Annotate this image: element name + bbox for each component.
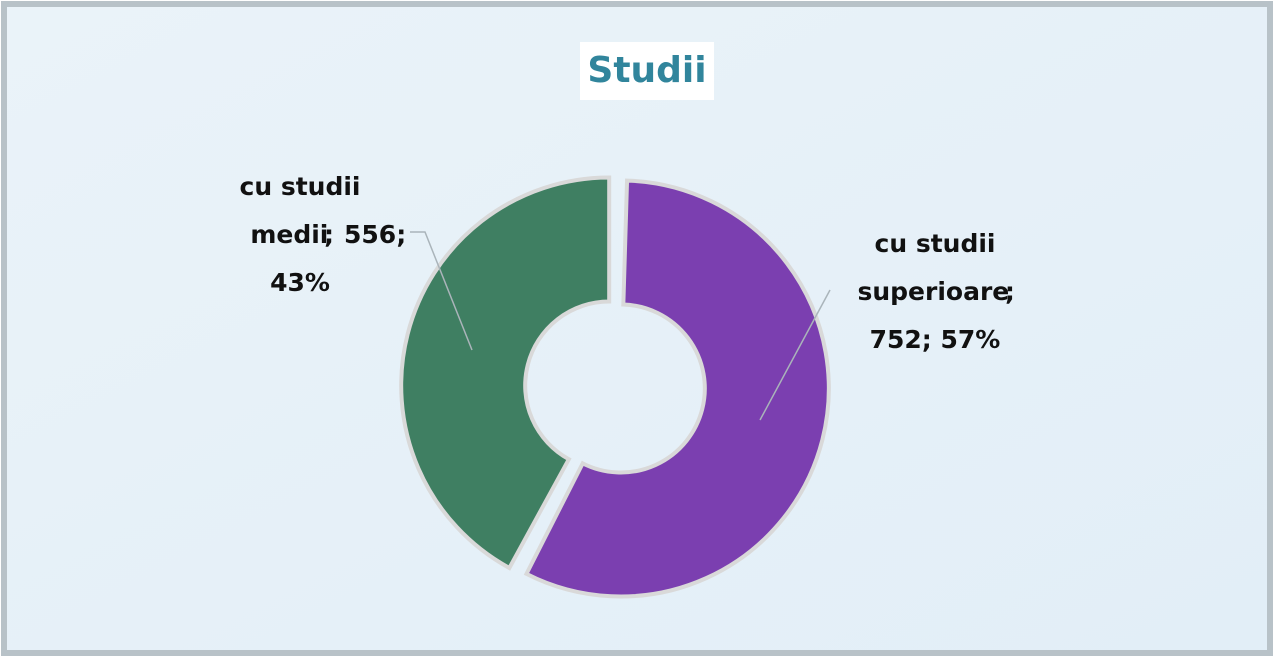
data-label-separator: ;	[324, 220, 334, 249]
leader-line	[759, 289, 831, 421]
donut-slice	[523, 178, 831, 599]
donut-slice	[399, 175, 612, 571]
data-label-category: cu studii medii	[240, 172, 361, 249]
chart-title: Studii	[587, 50, 706, 91]
data-label-category: cu studii superioare	[849, 229, 1009, 306]
title-box	[580, 42, 714, 100]
data-label-value: 556; 43%	[270, 220, 406, 297]
leader-line	[410, 231, 473, 351]
data-label-separator: ;	[1005, 277, 1015, 306]
data-label-value: 752; 57%	[870, 325, 1001, 354]
